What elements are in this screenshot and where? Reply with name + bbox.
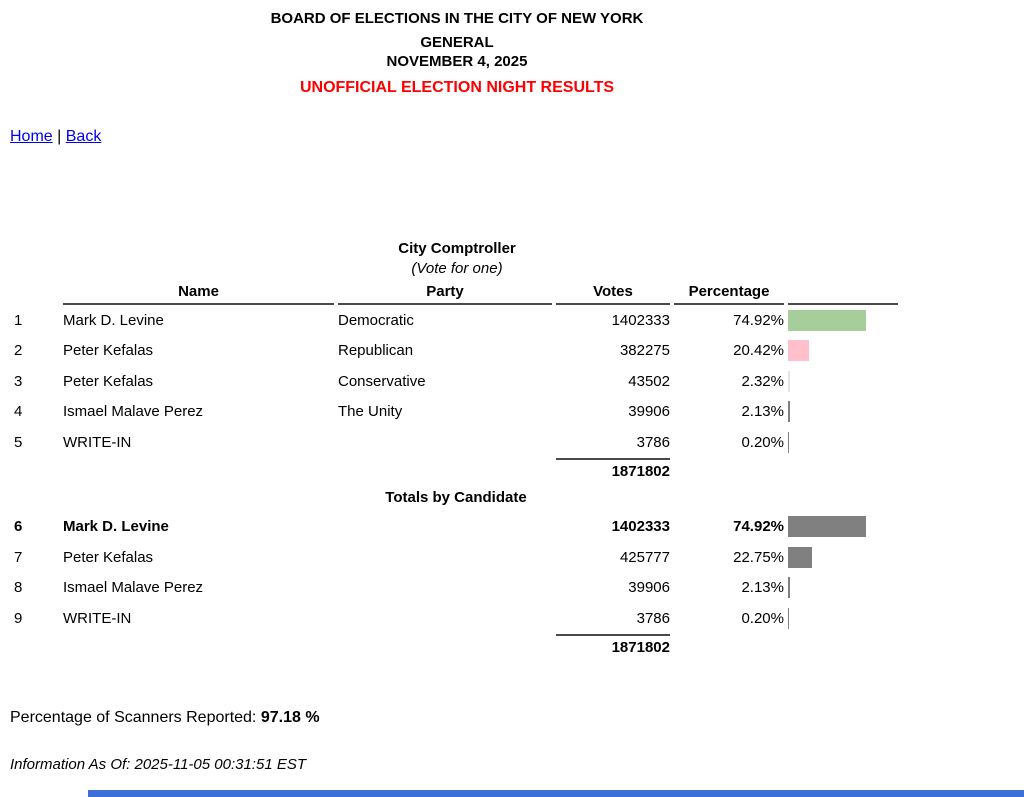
- candidate-name: Mark D. Levine: [63, 518, 169, 536]
- result-bar: [788, 340, 809, 362]
- table-row: 9 WRITE-IN 3786 0.20%: [14, 603, 898, 634]
- party-name: Democratic: [338, 311, 414, 329]
- election-date: NOVEMBER 4, 2025: [386, 53, 528, 70]
- name-column-header: Name: [63, 283, 334, 305]
- row-number: 3: [14, 372, 23, 390]
- row-number: 1: [14, 311, 23, 329]
- total-votes: 1871802: [556, 633, 670, 660]
- candidate-name: Ismael Malave Perez: [63, 403, 204, 421]
- vote-percentage: 2.32%: [741, 372, 784, 390]
- candidate-name: Mark D. Levine: [63, 311, 164, 329]
- result-bar: [788, 370, 790, 392]
- result-bar: [788, 401, 790, 423]
- vote-count: 39906: [628, 579, 670, 597]
- board-title: BOARD OF ELECTIONS IN THE CITY OF NEW YO…: [270, 10, 644, 27]
- vote-count: 425777: [619, 548, 670, 566]
- bottom-blue-bar: [88, 790, 1024, 797]
- result-bar: [788, 577, 790, 599]
- totals-section-header: Totals by Candidate: [14, 484, 898, 512]
- party-name: [338, 427, 552, 458]
- bar-column-header: [788, 283, 898, 305]
- scanners-reported: Percentage of Scanners Reported: 97.18 %: [10, 708, 914, 728]
- vote-count: 39906: [628, 403, 670, 421]
- votes-column-header: Votes: [556, 283, 670, 305]
- results-table: Name Party Votes Percentage 1 Mark D. Le…: [10, 283, 902, 660]
- row-number: 8: [14, 579, 23, 597]
- election-type: GENERAL: [420, 34, 494, 51]
- vote-count: 3786: [636, 609, 670, 627]
- table-row: 5 WRITE-IN 3786 0.20%: [14, 427, 898, 458]
- row-number: 2: [14, 342, 23, 360]
- candidate-name: Ismael Malave Perez: [63, 579, 204, 597]
- candidate-name: WRITE-IN: [63, 609, 132, 627]
- contest-header: City Comptroller (Vote for one): [0, 239, 914, 279]
- table-header-row: Name Party Votes Percentage: [14, 283, 898, 305]
- vote-percentage: 0.20%: [741, 433, 784, 451]
- table-row: 6 Mark D. Levine 1402333 74.92%: [14, 512, 898, 543]
- num-column-header: [14, 283, 59, 305]
- candidate-total-row: 1871802: [14, 633, 898, 660]
- vote-percentage: 20.42%: [733, 342, 784, 360]
- percentage-column-header: Percentage: [674, 283, 784, 305]
- party-name: Republican: [338, 342, 414, 360]
- vote-percentage: 2.13%: [741, 403, 784, 421]
- candidate-name: Peter Kefalas: [63, 342, 154, 360]
- party-column-header: Party: [338, 283, 552, 305]
- vote-count: 1402333: [611, 518, 670, 536]
- party-total-row: 1871802: [14, 457, 898, 484]
- nav-separator: |: [57, 128, 62, 145]
- contest-subtitle: (Vote for one): [411, 260, 503, 277]
- back-link[interactable]: Back: [65, 128, 102, 145]
- party-name: Conservative: [338, 372, 426, 390]
- vote-percentage: 74.92%: [733, 518, 784, 536]
- total-votes: 1871802: [556, 457, 670, 484]
- totals-section-title: Totals by Candidate: [385, 489, 527, 506]
- table-row: 7 Peter Kefalas 425777 22.75%: [14, 542, 898, 573]
- vote-count: 1402333: [611, 311, 670, 329]
- vote-percentage: 2.13%: [741, 579, 784, 597]
- home-link[interactable]: Home: [10, 128, 53, 145]
- vote-count: 43502: [628, 372, 670, 390]
- row-number: 4: [14, 403, 23, 421]
- vote-count: 3786: [636, 433, 670, 451]
- vote-percentage: 74.92%: [733, 311, 784, 329]
- result-bar: [788, 309, 866, 331]
- breadcrumb-nav: Home | Back: [10, 128, 914, 146]
- candidate-name: Peter Kefalas: [63, 372, 154, 390]
- vote-percentage: 22.75%: [733, 548, 784, 566]
- result-bar: [788, 516, 866, 538]
- page-header: BOARD OF ELECTIONS IN THE CITY OF NEW YO…: [0, 0, 914, 98]
- scanners-value: 97.18 %: [260, 708, 320, 726]
- row-number: 7: [14, 548, 23, 566]
- candidate-name: WRITE-IN: [63, 433, 132, 451]
- contest-title: City Comptroller: [398, 240, 516, 257]
- row-number: 5: [14, 433, 23, 451]
- table-row: 2 Peter Kefalas Republican 382275 20.42%: [14, 336, 898, 367]
- information-as-of: Information As Of: 2025-11-05 00:31:51 E…: [10, 755, 307, 773]
- unofficial-banner: UNOFFICIAL ELECTION NIGHT RESULTS: [299, 79, 615, 96]
- result-bar: [788, 607, 789, 629]
- table-row: 8 Ismael Malave Perez 39906 2.13%: [14, 573, 898, 604]
- result-bar: [788, 431, 789, 453]
- table-row: 4 Ismael Malave Perez The Unity 39906 2.…: [14, 397, 898, 428]
- scanners-label: Percentage of Scanners Reported:: [10, 708, 261, 726]
- vote-percentage: 0.20%: [741, 609, 784, 627]
- party-name: The Unity: [338, 403, 403, 421]
- candidate-name: Peter Kefalas: [63, 548, 154, 566]
- row-number: 9: [14, 609, 23, 627]
- row-number: 6: [14, 518, 23, 536]
- result-bar: [788, 546, 812, 568]
- table-row: 1 Mark D. Levine Democratic 1402333 74.9…: [14, 305, 898, 336]
- table-row: 3 Peter Kefalas Conservative 43502 2.32%: [14, 366, 898, 397]
- vote-count: 382275: [619, 342, 670, 360]
